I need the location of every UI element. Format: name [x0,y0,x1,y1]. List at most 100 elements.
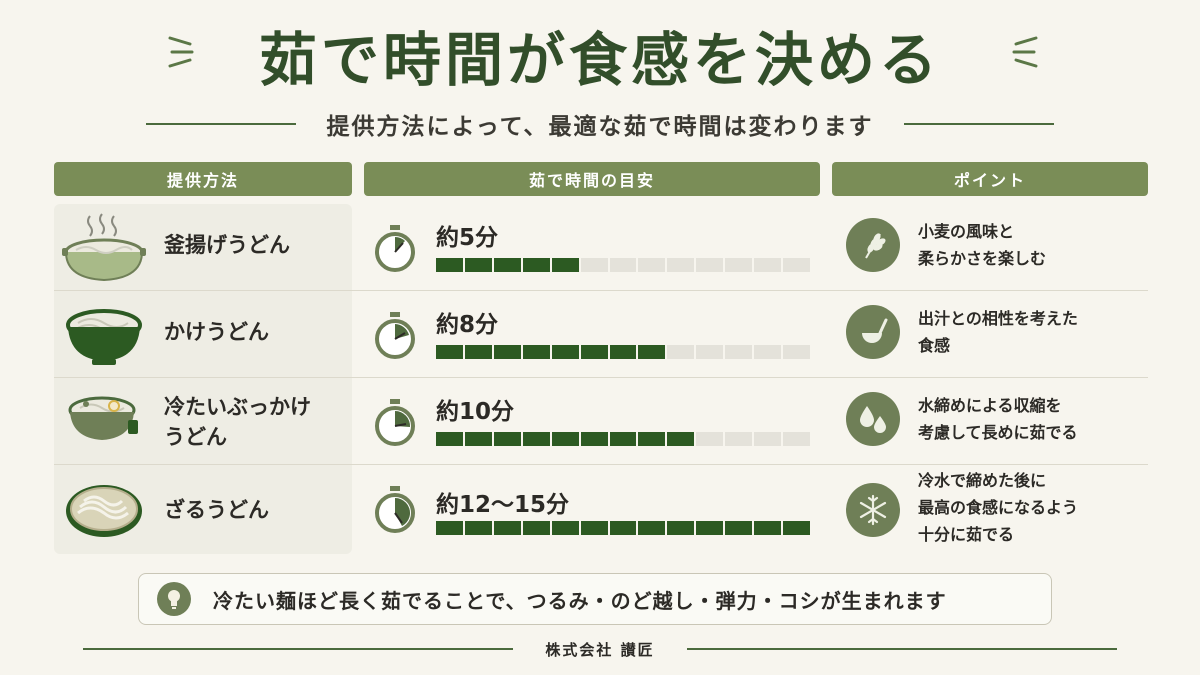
progress-segment [667,521,695,535]
stopwatch-icon [375,225,415,272]
lightbulb-icon [157,582,191,616]
zaru-udon-icon [66,485,142,537]
progress-segment [580,521,608,535]
method-name: 冷たいぶっかけ うどん [164,392,344,452]
progress-segment [436,432,463,446]
tip-text: 冷たい麺ほど長く茹でることで、つるみ・のど越し・弾力・コシが生まれます [213,588,947,613]
cold-bowl-udon-icon [68,396,138,440]
time-progress-bar [436,258,810,272]
point-icon-bg [846,218,900,272]
progress-segment [725,432,753,446]
progress-segment [754,345,782,359]
progress-segment [609,258,637,272]
subtitle: 提供方法によって、最適な茹で時間は変わります [326,114,874,140]
progress-segment [522,345,550,359]
progress-segment [580,258,608,272]
progress-segment [638,521,666,535]
wheat-icon [865,233,886,259]
footer-divider-right [686,648,1117,650]
progress-segment [493,345,521,359]
progress-segment [638,258,666,272]
progress-segment [696,432,724,446]
method-name-line: 冷たいぶっかけ [164,395,311,419]
progress-segment [580,432,608,446]
point-line: 出汁との相性を考えた [918,309,1078,328]
point-line: 食感 [918,336,951,355]
progress-segment [522,432,550,446]
tip-note: 冷たい麺ほど長く茹でることで、つるみ・のど越し・弾力・コシが生まれます [138,573,1052,625]
boil-time: 約8分 [436,312,499,338]
bowl-udon-icon [66,309,142,365]
progress-segment [580,345,608,359]
title-area: 茹で時間が食感を決める [0,10,1200,100]
point-line: 十分に茹でる [918,525,1015,544]
sparkle-right-icon [1012,36,1038,68]
progress-segment [725,345,753,359]
progress-segment [551,258,579,272]
footer: 株式会社 讃匠 [0,634,1200,664]
point-line: 冷水で締めた後に [918,471,1047,490]
point-text: 冷水で締めた後に 最高の食感になるよう 十分に茹でる [918,467,1138,548]
row-divider [54,377,1148,378]
water-drops-icon [860,406,886,433]
time-progress-bar [436,345,810,359]
stopwatch-icon [375,312,415,359]
row-divider [54,464,1148,465]
progress-segment [436,345,463,359]
progress-segment [667,258,695,272]
stopwatch-icon [375,399,415,446]
progress-segment [667,345,695,359]
progress-segment [754,521,782,535]
subtitle-divider-left [146,123,297,125]
progress-segment [464,258,492,272]
point-line: 最高の食感になるよう [918,498,1079,517]
progress-segment [436,521,463,535]
point-icon-bg [846,483,900,537]
method-name-line: うどん [164,425,227,449]
progress-segment [436,258,463,272]
progress-segment [493,258,521,272]
progress-segment [522,258,550,272]
point-text: 小麦の風味と 柔らかさを楽しむ [918,218,1138,272]
progress-segment [493,521,521,535]
point-text: 出汁との相性を考えた 食感 [918,305,1138,359]
progress-segment [783,258,810,272]
time-progress-bar [436,432,810,446]
method-name: かけうどん [164,320,269,344]
subtitle-row: 提供方法によって、最適な茹で時間は変わります [0,104,1200,144]
point-icon-bg [846,305,900,359]
progress-segment [522,521,550,535]
progress-segment [783,432,810,446]
progress-segment [638,345,666,359]
progress-segment [464,345,492,359]
progress-segment [754,258,782,272]
time-progress-bar [436,521,810,535]
point-line: 小麦の風味と [918,222,1015,241]
progress-segment [696,258,724,272]
progress-segment [609,432,637,446]
progress-segment [551,345,579,359]
progress-segment [551,521,579,535]
table-row-zaru: ざるうどん 約12〜15分 冷水で締めた後に 最高の食感になるよう 十分に茹でる [0,465,1200,552]
sparkle-left-icon [168,36,194,68]
point-line: 柔らかさを楽しむ [918,249,1047,268]
snowflake-icon [859,494,887,526]
progress-segment [464,432,492,446]
progress-segment [696,521,724,535]
page-title: 茹で時間が食感を決める [258,26,941,94]
point-line: 考慮して長めに茹でる [918,423,1078,442]
progress-segment [609,345,637,359]
ladle-icon [862,318,888,343]
subtitle-divider-right [903,123,1054,125]
progress-segment [754,432,782,446]
boil-time: 約10分 [436,399,515,425]
table-row-kamaage: 釜揚げうどん 約5分 小麦の風味と 柔らかさを楽しむ [0,204,1200,291]
company-name: 株式会社 讃匠 [545,640,655,659]
header-time: 茹で時間の目安 [364,162,820,196]
point-icon-bg [846,392,900,446]
method-name: 釜揚げうどん [164,233,290,257]
method-name: ざるうどん [164,498,269,522]
table-row-bukkake: 冷たいぶっかけ うどん 約10分 水締めによる収縮を 考慮して長めに茹でる [0,378,1200,465]
progress-segment [783,521,810,535]
progress-segment [667,432,695,446]
